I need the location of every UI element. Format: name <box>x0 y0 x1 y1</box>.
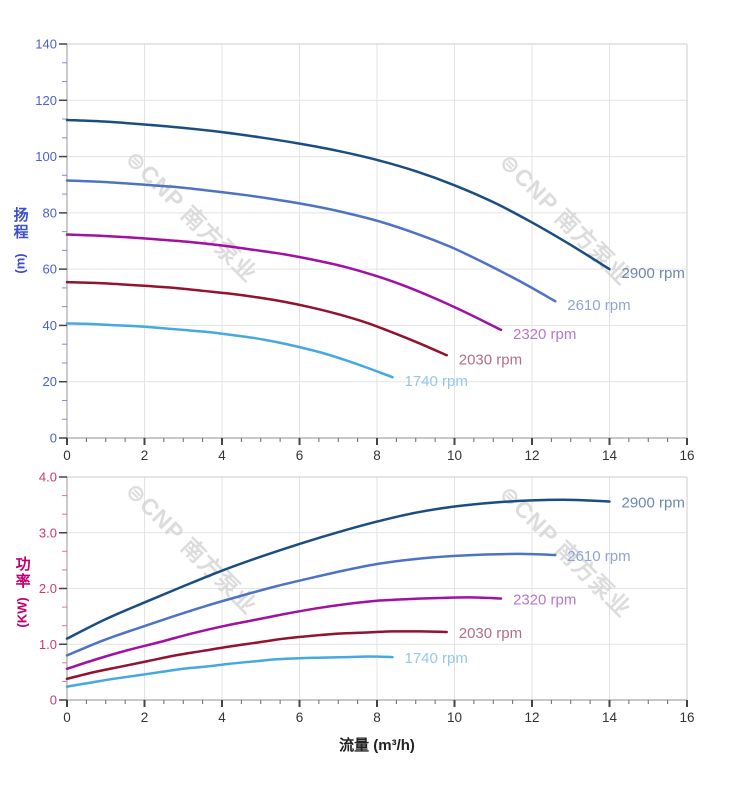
series-label-1740-rpm: 1740 rpm <box>405 650 468 667</box>
series-curve-2900-rpm <box>65 498 611 640</box>
power-axis-title: 功率 (KW) <box>8 556 38 627</box>
series-curve-1740-rpm <box>65 655 394 688</box>
series-label-2320-rpm: 2320 rpm <box>513 326 576 343</box>
x-tick-label: 10 <box>447 710 462 725</box>
y-tick-label: 0 <box>50 693 57 708</box>
power-axis-title-cjk: 功率 <box>15 556 31 591</box>
series-curve-2610-rpm <box>65 179 557 303</box>
x-tick-label: 8 <box>373 448 381 463</box>
series-curve-1740-rpm <box>65 322 394 379</box>
series-label-2610-rpm: 2610 rpm <box>567 297 630 314</box>
flow-axis-title: 流量 (m³/h) <box>339 737 415 754</box>
y-tick-label: 3.0 <box>39 525 57 540</box>
y-tick-label: 140 <box>35 37 57 52</box>
y-tick-label: 100 <box>35 149 57 164</box>
y-tick-label: 0 <box>50 431 57 446</box>
watermark: ⊜CNP 南方泵业 <box>120 145 262 287</box>
y-tick-label: 4.0 <box>39 470 57 485</box>
x-tick-label: 4 <box>218 710 226 725</box>
watermark: ⊜CNP 南方泵业 <box>120 477 262 619</box>
head-axis-title: 扬程 (m) <box>11 207 31 274</box>
x-tick-label: 14 <box>602 448 618 463</box>
series-curve-2320-rpm <box>65 233 503 332</box>
x-tick-label: 12 <box>524 710 539 725</box>
y-tick-label: 60 <box>43 262 57 277</box>
y-tick-label: 20 <box>43 374 57 389</box>
x-tick-label: 6 <box>296 710 304 725</box>
series-curve-2030-rpm <box>65 630 448 681</box>
series-label-2900-rpm: 2900 rpm <box>622 495 685 512</box>
series-label-2900-rpm: 2900 rpm <box>622 265 685 282</box>
series-curve-2320-rpm <box>65 596 503 671</box>
x-tick-label: 8 <box>373 710 381 725</box>
series-label-1740-rpm: 1740 rpm <box>405 373 468 390</box>
series-label-2320-rpm: 2320 rpm <box>513 592 576 609</box>
y-tick-label: 1.0 <box>39 637 57 652</box>
series-label-2030-rpm: 2030 rpm <box>459 351 522 368</box>
x-tick-label: 16 <box>679 710 694 725</box>
x-tick-label: 2 <box>141 448 149 463</box>
y-tick-label: 120 <box>35 93 57 108</box>
x-tick-label: 4 <box>218 448 226 463</box>
x-tick-label: 16 <box>679 448 694 463</box>
x-tick-label: 14 <box>602 710 618 725</box>
head-axis-title-cjk: 扬程 <box>13 207 29 242</box>
series-curve-2610-rpm <box>65 552 557 657</box>
series-label-2610-rpm: 2610 rpm <box>567 548 630 565</box>
series-curve-2030-rpm <box>65 280 448 357</box>
x-tick-label: 2 <box>141 710 149 725</box>
y-tick-label: 40 <box>43 318 57 333</box>
x-tick-label: 10 <box>447 448 462 463</box>
series-curve-2900-rpm <box>65 118 611 271</box>
y-tick-label: 2.0 <box>39 581 57 596</box>
x-tick-label: 0 <box>63 448 71 463</box>
x-tick-label: 0 <box>63 710 71 725</box>
power-axis-title-unit: (KW) <box>14 596 30 628</box>
x-tick-label: 6 <box>296 448 304 463</box>
x-tick-label: 12 <box>524 448 539 463</box>
series-label-2030-rpm: 2030 rpm <box>459 625 522 642</box>
y-tick-label: 80 <box>43 205 57 220</box>
head-axis-title-unit: (m) <box>12 252 28 274</box>
